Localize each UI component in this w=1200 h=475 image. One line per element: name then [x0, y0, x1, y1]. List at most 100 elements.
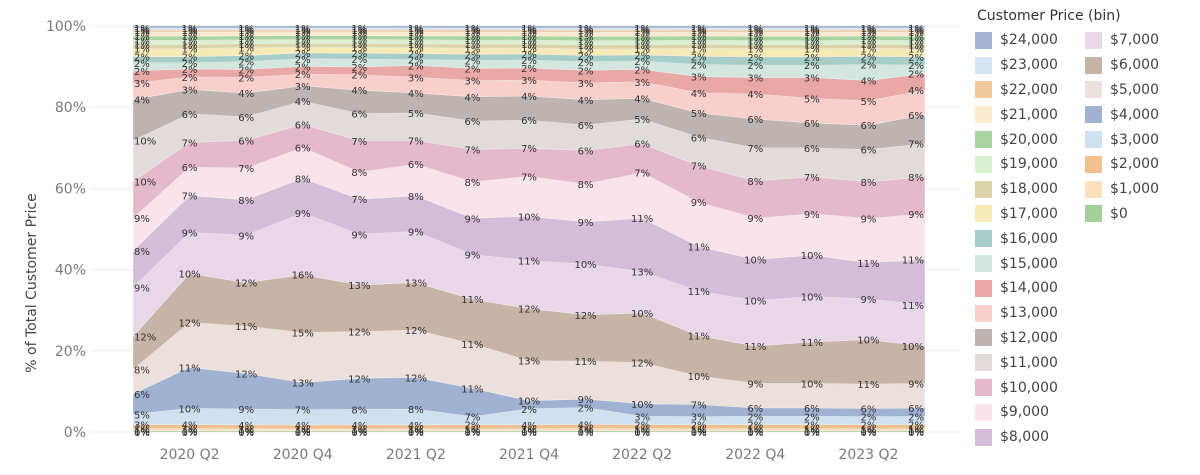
data-label: 3%: [521, 76, 537, 87]
data-label: 7%: [182, 192, 198, 203]
data-label: 1%: [351, 36, 367, 47]
data-label: 0%: [295, 428, 311, 439]
data-label: 2%: [578, 52, 594, 63]
x-tick-label: 2020 Q4: [273, 447, 333, 463]
data-label: 1%: [634, 45, 650, 56]
legend-label: $5,000: [1110, 81, 1159, 98]
data-label: 11%: [574, 357, 596, 368]
data-label: 1%: [295, 427, 311, 438]
legend-label: $2,000: [1110, 156, 1159, 173]
legend-swatch: [975, 329, 992, 347]
data-label: 1%: [908, 425, 924, 436]
data-label: 1%: [182, 24, 198, 35]
data-label: 9%: [408, 227, 424, 238]
data-label: 1%: [295, 26, 311, 37]
data-label: 6%: [182, 163, 198, 174]
data-label: 9%: [747, 214, 763, 225]
legend-item[interactable]: $0: [1085, 202, 1195, 227]
legend-item[interactable]: $10,000: [975, 375, 1085, 400]
data-label: 2%: [804, 61, 820, 72]
data-label: 1%: [691, 36, 707, 47]
data-label: 5%: [860, 97, 876, 108]
data-label: 2%: [238, 58, 254, 69]
legend-item[interactable]: $2,000: [1085, 152, 1195, 177]
legend-item[interactable]: $23,000: [975, 53, 1085, 78]
data-label: 6%: [747, 115, 763, 126]
data-label: 2%: [182, 59, 198, 70]
legend-item[interactable]: $12,000: [975, 326, 1085, 351]
data-label: 11%: [902, 255, 924, 266]
data-label: 3%: [408, 73, 424, 84]
data-label: 1%: [804, 24, 820, 35]
data-label: 1%: [295, 35, 311, 46]
legend-item[interactable]: $11,000: [975, 350, 1085, 375]
legend-item[interactable]: $7,000: [1085, 28, 1195, 53]
data-label: 1%: [521, 32, 537, 43]
legend-item[interactable]: $24,000: [975, 28, 1085, 53]
legend-item[interactable]: $22,000: [975, 78, 1085, 103]
data-label: 6%: [238, 137, 254, 148]
data-label: 13%: [292, 379, 314, 390]
data-label: 11%: [178, 363, 200, 374]
data-label: 2%: [182, 65, 198, 76]
data-label: 1%: [351, 28, 367, 39]
legend-item[interactable]: $20,000: [975, 127, 1085, 152]
data-label: 0%: [134, 428, 150, 439]
data-label: 10%: [857, 336, 879, 347]
data-label: 9%: [238, 231, 254, 242]
data-label: 7%: [691, 400, 707, 411]
legend-item[interactable]: $19,000: [975, 152, 1085, 177]
y-tick-label: 0%: [64, 425, 86, 441]
legend-item[interactable]: $17,000: [975, 202, 1085, 227]
data-label: 2%: [464, 56, 480, 67]
data-label: 11%: [461, 384, 483, 395]
data-label: 4%: [295, 421, 311, 432]
data-label: 4%: [295, 97, 311, 108]
data-label: 4%: [238, 421, 254, 432]
data-label: 13%: [518, 357, 540, 368]
legend-swatch: [1085, 180, 1102, 198]
data-label: 10%: [744, 297, 766, 308]
legend-item[interactable]: $13,000: [975, 301, 1085, 326]
legend-label: $17,000: [1000, 205, 1058, 222]
data-label: 2%: [860, 60, 876, 71]
legend-swatch: [975, 131, 992, 149]
data-label: 0%: [182, 428, 198, 439]
data-label: 1%: [134, 425, 150, 436]
data-label: 1%: [747, 32, 763, 43]
data-label: 2%: [908, 61, 924, 72]
legend-column-1: $24,000 $23,000 $22,000 $21,000 $20,000 $19,0…: [975, 28, 1085, 450]
legend-item[interactable]: $16,000: [975, 226, 1085, 251]
data-label: 16%: [292, 271, 314, 282]
legend-item[interactable]: $9,000: [975, 400, 1085, 425]
legend-item[interactable]: $15,000: [975, 251, 1085, 276]
data-label: 2%: [747, 53, 763, 64]
legend-item[interactable]: $3,000: [1085, 127, 1195, 152]
legend-item[interactable]: $14,000: [975, 276, 1085, 301]
data-label: 3%: [691, 73, 707, 84]
data-label: 8%: [351, 405, 367, 416]
legend-item[interactable]: $8,000: [975, 425, 1085, 450]
data-label: 7%: [908, 140, 924, 151]
stacked-area-chart: 0% 0% 0% 0% 0% 0% 0% 0% 0% 0% 0% 0% 0% 0% 0%1% 1% 1% 1% 1%…: [24, 19, 960, 463]
legend-item[interactable]: $5,000: [1085, 78, 1195, 103]
data-label: 1%: [238, 36, 254, 47]
legend-item[interactable]: $21,000: [975, 102, 1085, 127]
data-label: 1%: [578, 45, 594, 56]
legend-item[interactable]: $6,000: [1085, 53, 1195, 78]
data-label: 2%: [691, 421, 707, 432]
legend-swatch: [975, 379, 992, 397]
data-label: 6%: [464, 117, 480, 128]
data-label: 10%: [518, 212, 540, 223]
legend-item[interactable]: $18,000: [975, 177, 1085, 202]
data-label: 0%: [238, 428, 254, 439]
data-label: 2%: [521, 64, 537, 75]
legend-item[interactable]: $4,000: [1085, 102, 1195, 127]
data-label: 5%: [634, 115, 650, 126]
legend-swatch: [975, 81, 992, 99]
data-label: 2%: [182, 73, 198, 84]
legend-item[interactable]: $1,000: [1085, 177, 1195, 202]
data-label: 2%: [634, 65, 650, 76]
data-label: 11%: [857, 259, 879, 270]
data-label: 2%: [691, 52, 707, 63]
